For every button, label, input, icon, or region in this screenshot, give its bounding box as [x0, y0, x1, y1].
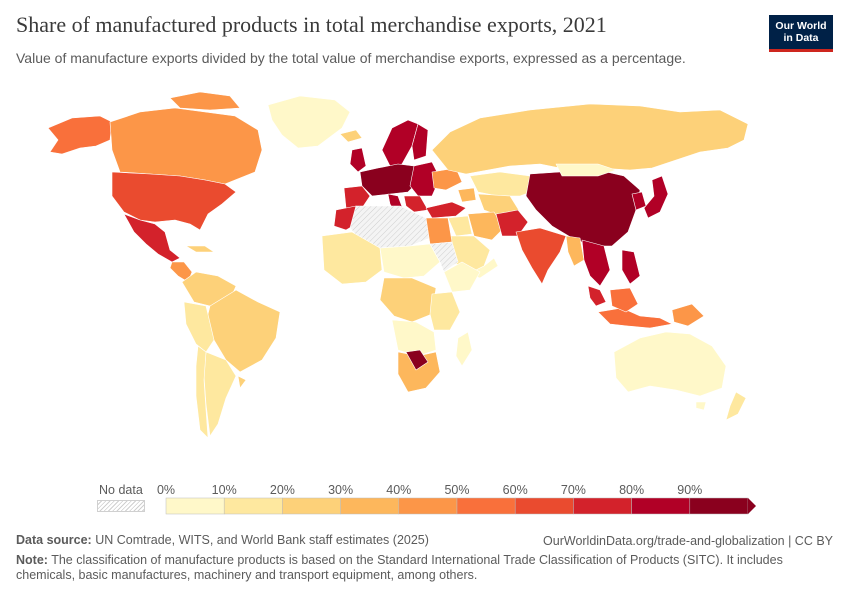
region-iberia[interactable]	[343, 185, 371, 209]
region-balkans[interactable]	[403, 195, 429, 213]
region-central-africa[interactable]	[379, 277, 437, 323]
legend-tick-label: 40%	[386, 483, 412, 497]
world-map[interactable]	[0, 80, 850, 475]
legend-swatch-6[interactable]	[514, 497, 574, 515]
region-finland[interactable]	[411, 123, 429, 161]
legend-color-scale[interactable]	[0, 497, 850, 517]
legend-tick-label: 80%	[619, 483, 645, 497]
legend-tick-label: 70%	[560, 483, 586, 497]
region-kazakhstan[interactable]	[469, 171, 537, 197]
region-south-africa-core[interactable]	[405, 349, 429, 371]
legend-swatch-5[interactable]	[456, 497, 516, 515]
region-philippines[interactable]	[621, 249, 641, 285]
region-chile[interactable]	[195, 345, 209, 439]
note-label: Note:	[16, 553, 48, 567]
legend-no-data-swatch[interactable]	[97, 500, 145, 512]
region-west-africa[interactable]	[321, 231, 383, 285]
region-mongolia[interactable]	[555, 163, 617, 177]
region-alaska[interactable]	[47, 115, 113, 155]
region-angola-zambia[interactable]	[391, 319, 437, 357]
region-papua[interactable]	[671, 303, 705, 327]
legend-no-data-label: No data	[99, 483, 143, 497]
legend-swatch-8[interactable]	[631, 497, 691, 515]
region-southeast-asia[interactable]	[581, 239, 611, 287]
region-india[interactable]	[515, 227, 567, 285]
note: Note: The classification of manufacture …	[16, 553, 806, 583]
region-iceland[interactable]	[339, 129, 363, 143]
logo-line-2: in Data	[783, 32, 819, 44]
legend-tick-label: 90%	[677, 483, 703, 497]
region-canada-islands[interactable]	[169, 91, 241, 111]
legend-swatch-0[interactable]	[165, 497, 225, 515]
region-sahel[interactable]	[379, 243, 441, 279]
source-text[interactable]: UN Comtrade, WITS, and World Bank staff …	[95, 533, 429, 547]
region-united-states[interactable]	[111, 171, 237, 231]
region-mexico[interactable]	[123, 213, 181, 263]
region-madagascar[interactable]	[455, 331, 473, 367]
legend-tick-label: 50%	[444, 483, 470, 497]
chart-subtitle: Value of manufacture exports divided by …	[16, 50, 686, 66]
legend-tick-label: 20%	[269, 483, 295, 497]
region-uruguay[interactable]	[237, 375, 247, 389]
source-label: Data source:	[16, 533, 92, 547]
legend-swatch-4[interactable]	[398, 497, 458, 515]
region-canada[interactable]	[109, 107, 263, 185]
region-iran[interactable]	[467, 211, 505, 241]
legend-arrow-tip	[748, 498, 756, 514]
region-greenland[interactable]	[267, 95, 351, 149]
region-new-zealand[interactable]	[725, 391, 747, 421]
legend-swatch-1[interactable]	[223, 497, 283, 515]
region-turkey[interactable]	[425, 201, 467, 219]
region-east-africa[interactable]	[429, 291, 461, 331]
region-indonesia[interactable]	[597, 307, 673, 329]
chart-title: Share of manufactured products in total …	[16, 12, 607, 37]
region-russia[interactable]	[431, 103, 749, 175]
legend-tick-label: 30%	[328, 483, 354, 497]
region-japan[interactable]	[643, 175, 669, 219]
legend-tick-label: 0%	[156, 483, 176, 497]
logo-line-1: Our World	[775, 20, 827, 32]
region-tasmania[interactable]	[695, 401, 707, 411]
region-malaysia[interactable]	[587, 285, 607, 307]
legend-tick-label: 60%	[502, 483, 528, 497]
region-sudan[interactable]	[429, 241, 459, 273]
region-pakistan-afghanistan[interactable]	[495, 209, 529, 237]
region-uk[interactable]	[349, 147, 367, 173]
legend-tick-label: 10%	[211, 483, 237, 497]
region-argentina[interactable]	[203, 351, 237, 437]
region-cuba[interactable]	[185, 245, 215, 253]
region-egypt[interactable]	[425, 217, 453, 245]
legend-swatch-7[interactable]	[573, 497, 632, 515]
legend-swatch-2[interactable]	[282, 497, 341, 515]
region-iraq-syria[interactable]	[447, 215, 473, 237]
region-eastern-europe[interactable]	[409, 161, 441, 197]
owid-logo[interactable]: Our World in Data	[769, 15, 833, 52]
region-borneo[interactable]	[609, 287, 639, 313]
source-url[interactable]: OurWorldinData.org/trade-and-globalizati…	[543, 534, 833, 548]
region-ethiopia-horn[interactable]	[443, 261, 481, 293]
legend-swatch-3[interactable]	[340, 497, 400, 515]
legend-swatch-9[interactable]	[689, 497, 749, 515]
note-text: The classification of manufacture produc…	[16, 553, 783, 582]
data-source: Data source: UN Comtrade, WITS, and Worl…	[16, 533, 429, 547]
region-australia[interactable]	[613, 331, 727, 397]
region-caucasus[interactable]	[457, 187, 477, 203]
region-myanmar[interactable]	[565, 235, 585, 267]
